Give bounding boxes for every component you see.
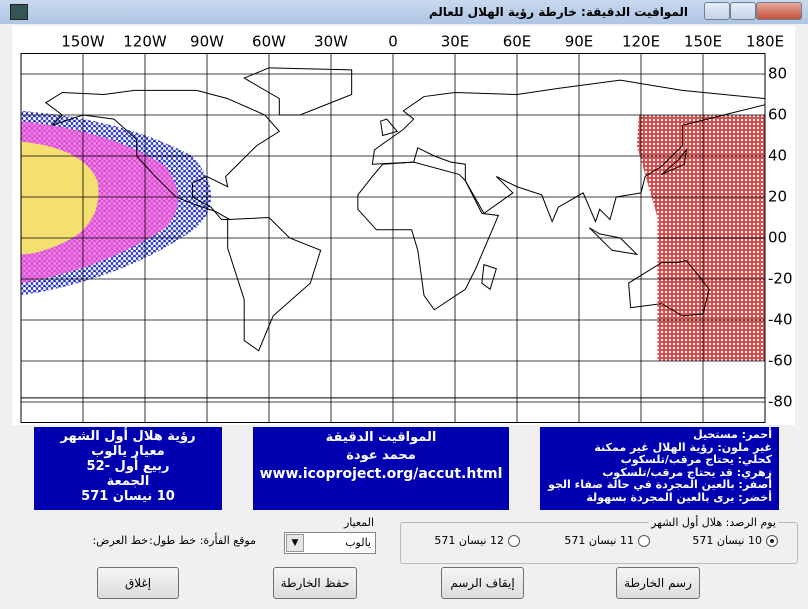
- save-button[interactable]: حفظ الخارطة: [273, 567, 357, 599]
- criterion-value: يالوب: [345, 536, 371, 549]
- observation-title: يوم الرصد: هلال أول الشهر: [649, 516, 778, 529]
- info-box-middle: المواقيت الدقيقة محمد عودة www.icoproject.…: [253, 427, 509, 510]
- lon-label: 120E: [622, 33, 660, 51]
- info-line: المواقيت الدقيقة: [325, 430, 437, 445]
- legend-line: أحمر: مستحيل: [693, 428, 772, 441]
- criterion-combo[interactable]: ▼ يالوب: [284, 532, 376, 554]
- landmass: [661, 148, 688, 175]
- close-button[interactable]: إغلاق: [97, 567, 179, 599]
- radio-circle: [638, 535, 650, 547]
- lat-label: 60: [768, 106, 787, 124]
- map-frame: [20, 53, 766, 423]
- landmass: [481, 263, 497, 291]
- legend-line: زهري: قد يحتاج مرقب/تلسكوب: [602, 465, 772, 479]
- landmass: [380, 118, 399, 137]
- info-line: www.icoproject.org/accut.html: [259, 466, 503, 482]
- landmass: [227, 216, 322, 352]
- info-line: ربيع أول -52: [86, 459, 170, 474]
- lon-label: 60W: [252, 33, 286, 51]
- landmass: [588, 227, 639, 256]
- lat-label: 40: [768, 147, 787, 165]
- landmass: [357, 161, 500, 311]
- lon-label: 150W: [61, 33, 105, 51]
- legend-line: أخضر: يرى بالعين المجردة بسهولة: [586, 490, 772, 504]
- combo-arrow[interactable]: ▼: [286, 534, 304, 552]
- info-line: الجمعة: [106, 474, 150, 489]
- info-line: محمد عودة: [346, 448, 416, 463]
- lon-label: 90E: [565, 33, 594, 51]
- draw-button[interactable]: رسم الخارطة: [616, 567, 700, 599]
- title-bar: المواقيت الدقيقة: خارطة رؤية الهلال للعا…: [0, 0, 808, 24]
- map-panel: 150W 120W 90W 60W 30W 0 30E 60E 90E 120E 150E 180E 8…: [12, 26, 795, 425]
- maximize-button[interactable]: [730, 2, 756, 20]
- landmass: [628, 260, 710, 317]
- radio-label: 12 نيسان 571: [434, 534, 504, 547]
- mouse-lat: خط العرض:: [92, 534, 148, 547]
- lat-label: 00: [768, 229, 787, 247]
- mouse-label: موقع الفأرة:: [199, 534, 256, 547]
- lat-label: -20: [768, 270, 793, 288]
- radio-option[interactable]: 11 نيسان 571: [540, 533, 650, 549]
- lon-label: 30W: [314, 33, 348, 51]
- radio-circle: [508, 535, 520, 547]
- lat-label: 80: [768, 65, 787, 83]
- lon-label: 60E: [503, 33, 532, 51]
- window-title: المواقيت الدقيقة: خارطة رؤية الهلال للعا…: [428, 5, 688, 19]
- landmass: [243, 67, 353, 116]
- map-shapes: [21, 67, 765, 423]
- close-window-button[interactable]: [756, 2, 802, 20]
- minimize-button[interactable]: [704, 2, 730, 20]
- criterion-label: المعيار: [343, 516, 374, 529]
- radio-label: 10 نيسان 571: [692, 534, 762, 547]
- legend-line: كحلي: يحتاج مرقب/تلسكوب: [620, 453, 772, 466]
- lon-label: 180E: [746, 33, 784, 51]
- lon-label: 120W: [123, 33, 167, 51]
- lon-label: 150E: [684, 33, 722, 51]
- info-line: رؤية هلال أول الشهر: [60, 429, 196, 444]
- info-box-left: رؤية هلال أول الشهر معيار يالوب ربيع أول -…: [34, 427, 222, 510]
- stop-button[interactable]: إيقاف الرسم: [441, 567, 524, 599]
- visibility-yellow: [21, 141, 99, 255]
- observation-group: [400, 522, 798, 564]
- lon-label: 90W: [190, 33, 224, 51]
- radio-option[interactable]: 12 نيسان 571: [410, 533, 520, 549]
- radio-circle: [766, 535, 778, 547]
- radio-option[interactable]: 10 نيسان 571: [668, 533, 778, 549]
- lat-label: -80: [768, 393, 793, 411]
- lat-label: 20: [768, 188, 787, 206]
- info-line: 10 نيسان 571: [81, 489, 175, 504]
- lat-label: -40: [768, 311, 793, 329]
- legend-line: أصفر: بالعين المجردة في حالة صفاء الجو: [548, 478, 772, 491]
- info-line: معيار يالوب: [91, 444, 165, 459]
- lon-label: 0: [388, 33, 398, 51]
- radio-label: 11 نيسان 571: [564, 534, 634, 547]
- legend-line: غير ملون: رؤية الهلال غير ممكنة: [594, 440, 772, 454]
- lat-label: -60: [768, 352, 793, 370]
- map: 150W 120W 90W 60W 30W 0 30E 60E 90E 120E 150E 180E 8…: [20, 33, 793, 423]
- mouse-lon: خط طول:: [149, 534, 196, 547]
- lon-label: 30E: [441, 33, 470, 51]
- app-icon: [10, 4, 28, 20]
- legend-box: أحمر: مستحيل غير ملون: رؤية الهلال غير مم…: [540, 427, 779, 510]
